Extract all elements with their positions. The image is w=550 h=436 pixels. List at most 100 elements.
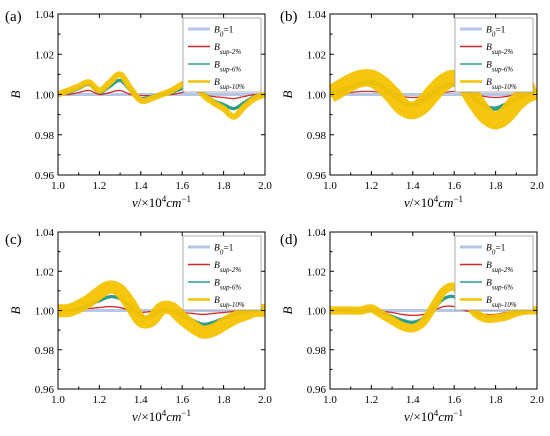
x-tick-label: 1.0	[51, 180, 65, 192]
x-label-var: v	[132, 195, 138, 210]
x-label-sep: /×10	[410, 409, 434, 424]
x-tick-label: 1.0	[51, 394, 65, 406]
x-tick-label: 1.4	[134, 180, 148, 192]
x-label-var: v	[404, 195, 410, 210]
legend-label-2: Bsup-6%	[214, 61, 241, 74]
x-tick-label: 1.8	[217, 394, 231, 406]
legend-label-0: B0=1	[214, 244, 234, 257]
x-label-sep: /×10	[138, 409, 162, 424]
plot-area	[330, 69, 537, 130]
x-label-exp2: −1	[181, 194, 191, 204]
legend-label-main: B	[486, 43, 492, 53]
plot-area	[58, 71, 265, 120]
x-tick-label: 1.0	[323, 394, 337, 406]
y-tick-label: 1.00	[35, 90, 55, 102]
legend-label-main: B	[214, 43, 220, 53]
legend-label-sub: 0	[492, 31, 496, 39]
x-axis-label: v/×104cm−1	[404, 408, 463, 424]
legend-label-main: B	[214, 26, 220, 36]
legend-label-sub: sup-6%	[492, 66, 514, 74]
x-axis-label: v/×104cm−1	[132, 194, 191, 210]
legend-label-2: Bsup-6%	[486, 61, 513, 74]
x-label-var: v	[132, 409, 138, 424]
panel-label: (d)	[280, 232, 298, 248]
chart-panel-1: 1.0 1.2 1.4 1.6 1.8 2.0 0.96 0.98 1.00 1.02 1.04 Bv…	[5, 9, 272, 210]
x-tick-label: 2.0	[530, 394, 544, 406]
legend-label-tail: =1	[223, 26, 233, 36]
legend-label-main: B	[214, 261, 220, 271]
legend-label-tail: =1	[495, 26, 505, 36]
y-axis-label: B	[8, 90, 23, 98]
x-tick-label: 2.0	[258, 394, 272, 406]
x-label-var: v	[404, 409, 410, 424]
x-tick-label: 1.2	[365, 180, 379, 192]
x-tick-label: 1.2	[93, 394, 107, 406]
legend-label-3: Bsup-10%	[486, 296, 517, 309]
x-tick-label: 1.4	[406, 394, 420, 406]
x-tick-label: 1.6	[175, 180, 189, 192]
legend-label-main: B	[214, 296, 220, 306]
panel-label: (b)	[280, 9, 298, 25]
legend-label-0: B0=1	[486, 244, 506, 257]
series-line-3	[58, 280, 265, 339]
x-tick-label: 1.6	[447, 394, 461, 406]
y-tick-label: 0.96	[35, 384, 55, 396]
x-tick-label: 1.2	[365, 394, 379, 406]
legend-label-sub: sup-6%	[220, 284, 242, 292]
x-tick-label: 2.0	[258, 180, 272, 192]
legend-label-1: Bsup-2%	[486, 261, 513, 274]
legend-label-sub: sup-2%	[220, 266, 242, 274]
chart-panel-4: 1.0 1.2 1.4 1.6 1.8 2.0 0.96 0.98 1.00 1.02 1.04 Bv…	[280, 227, 544, 424]
y-tick-label: 1.04	[35, 227, 55, 239]
panel-label: (c)	[5, 232, 22, 248]
legend-label-sub: sup-10%	[492, 83, 517, 91]
y-tick-label: 1.04	[35, 9, 55, 21]
y-axis-label: B	[8, 306, 23, 314]
x-label-exp2: −1	[453, 194, 463, 204]
y-tick-label: 0.98	[35, 130, 55, 142]
legend-label-sub: 0	[220, 249, 224, 257]
x-label-exp1: 4	[434, 194, 439, 204]
x-label-unit: cm	[438, 195, 453, 210]
x-tick-label: 1.8	[217, 180, 231, 192]
y-axis-label: B	[280, 306, 295, 314]
legend-label-tail: =1	[495, 244, 505, 254]
legend-label-2: Bsup-6%	[214, 279, 241, 292]
legend-label-main: B	[214, 244, 220, 254]
x-axis-label: v/×104cm−1	[132, 408, 191, 424]
x-label-exp2: −1	[181, 408, 191, 418]
legend-label-main: B	[214, 78, 220, 88]
legend-label-main: B	[486, 261, 492, 271]
legend-label-sub: sup-6%	[220, 66, 242, 74]
panel-label: (a)	[5, 9, 22, 25]
legend-label-3: Bsup-10%	[214, 296, 245, 309]
legend-label-0: B0=1	[486, 26, 506, 39]
legend-label-sub: sup-10%	[492, 301, 517, 309]
chart-panel-2: 1.0 1.2 1.4 1.6 1.8 2.0 0.96 0.98 1.00 1.02 1.04 Bv…	[280, 9, 544, 210]
legend-label-sub: 0	[220, 31, 224, 39]
y-tick-label: 1.00	[307, 90, 327, 102]
legend-label-1: Bsup-2%	[214, 261, 241, 274]
chart-panel-3: 1.0 1.2 1.4 1.6 1.8 2.0 0.96 0.98 1.00 1.02 1.04 Bv…	[5, 227, 272, 424]
y-tick-label: 1.02	[307, 266, 326, 278]
x-tick-label: 1.2	[93, 180, 107, 192]
x-tick-label: 1.4	[134, 394, 148, 406]
legend-label-3: Bsup-10%	[486, 78, 517, 91]
x-label-unit: cm	[166, 195, 181, 210]
legend-label-main: B	[486, 78, 492, 88]
x-label-exp1: 4	[434, 408, 439, 418]
legend-label-sub: sup-10%	[220, 301, 245, 309]
x-label-exp1: 4	[162, 194, 167, 204]
legend-label-sub: sup-6%	[492, 284, 514, 292]
legend-label-sub: 0	[492, 249, 496, 257]
y-tick-label: 0.96	[35, 170, 55, 182]
series-line-3	[58, 71, 265, 120]
legend-label-main: B	[486, 244, 492, 254]
legend-label-sub: sup-2%	[492, 48, 514, 56]
x-tick-label: 1.6	[175, 394, 189, 406]
legend-label-1: Bsup-2%	[214, 43, 241, 56]
y-tick-label: 1.02	[35, 266, 54, 278]
x-tick-label: 1.4	[406, 180, 420, 192]
y-tick-label: 1.04	[307, 227, 327, 239]
